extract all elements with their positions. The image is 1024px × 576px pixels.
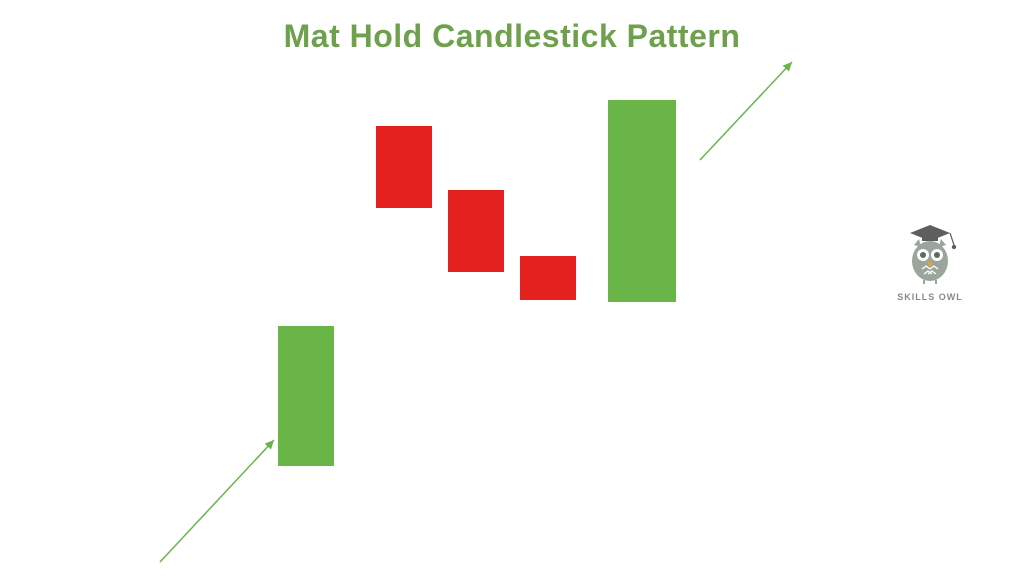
trend-arrow-1 bbox=[150, 430, 284, 572]
brand-name: SKILLS OWL bbox=[894, 292, 966, 302]
owl-icon bbox=[894, 215, 966, 285]
candle-3 bbox=[448, 190, 504, 272]
candle-4 bbox=[520, 256, 576, 300]
candle-2 bbox=[376, 126, 432, 208]
page-title: Mat Hold Candlestick Pattern bbox=[284, 18, 741, 55]
candle-1 bbox=[278, 326, 334, 466]
candle-5 bbox=[608, 100, 676, 302]
brand-logo: SKILLS OWL bbox=[894, 215, 966, 302]
trend-arrow-2 bbox=[690, 52, 802, 170]
